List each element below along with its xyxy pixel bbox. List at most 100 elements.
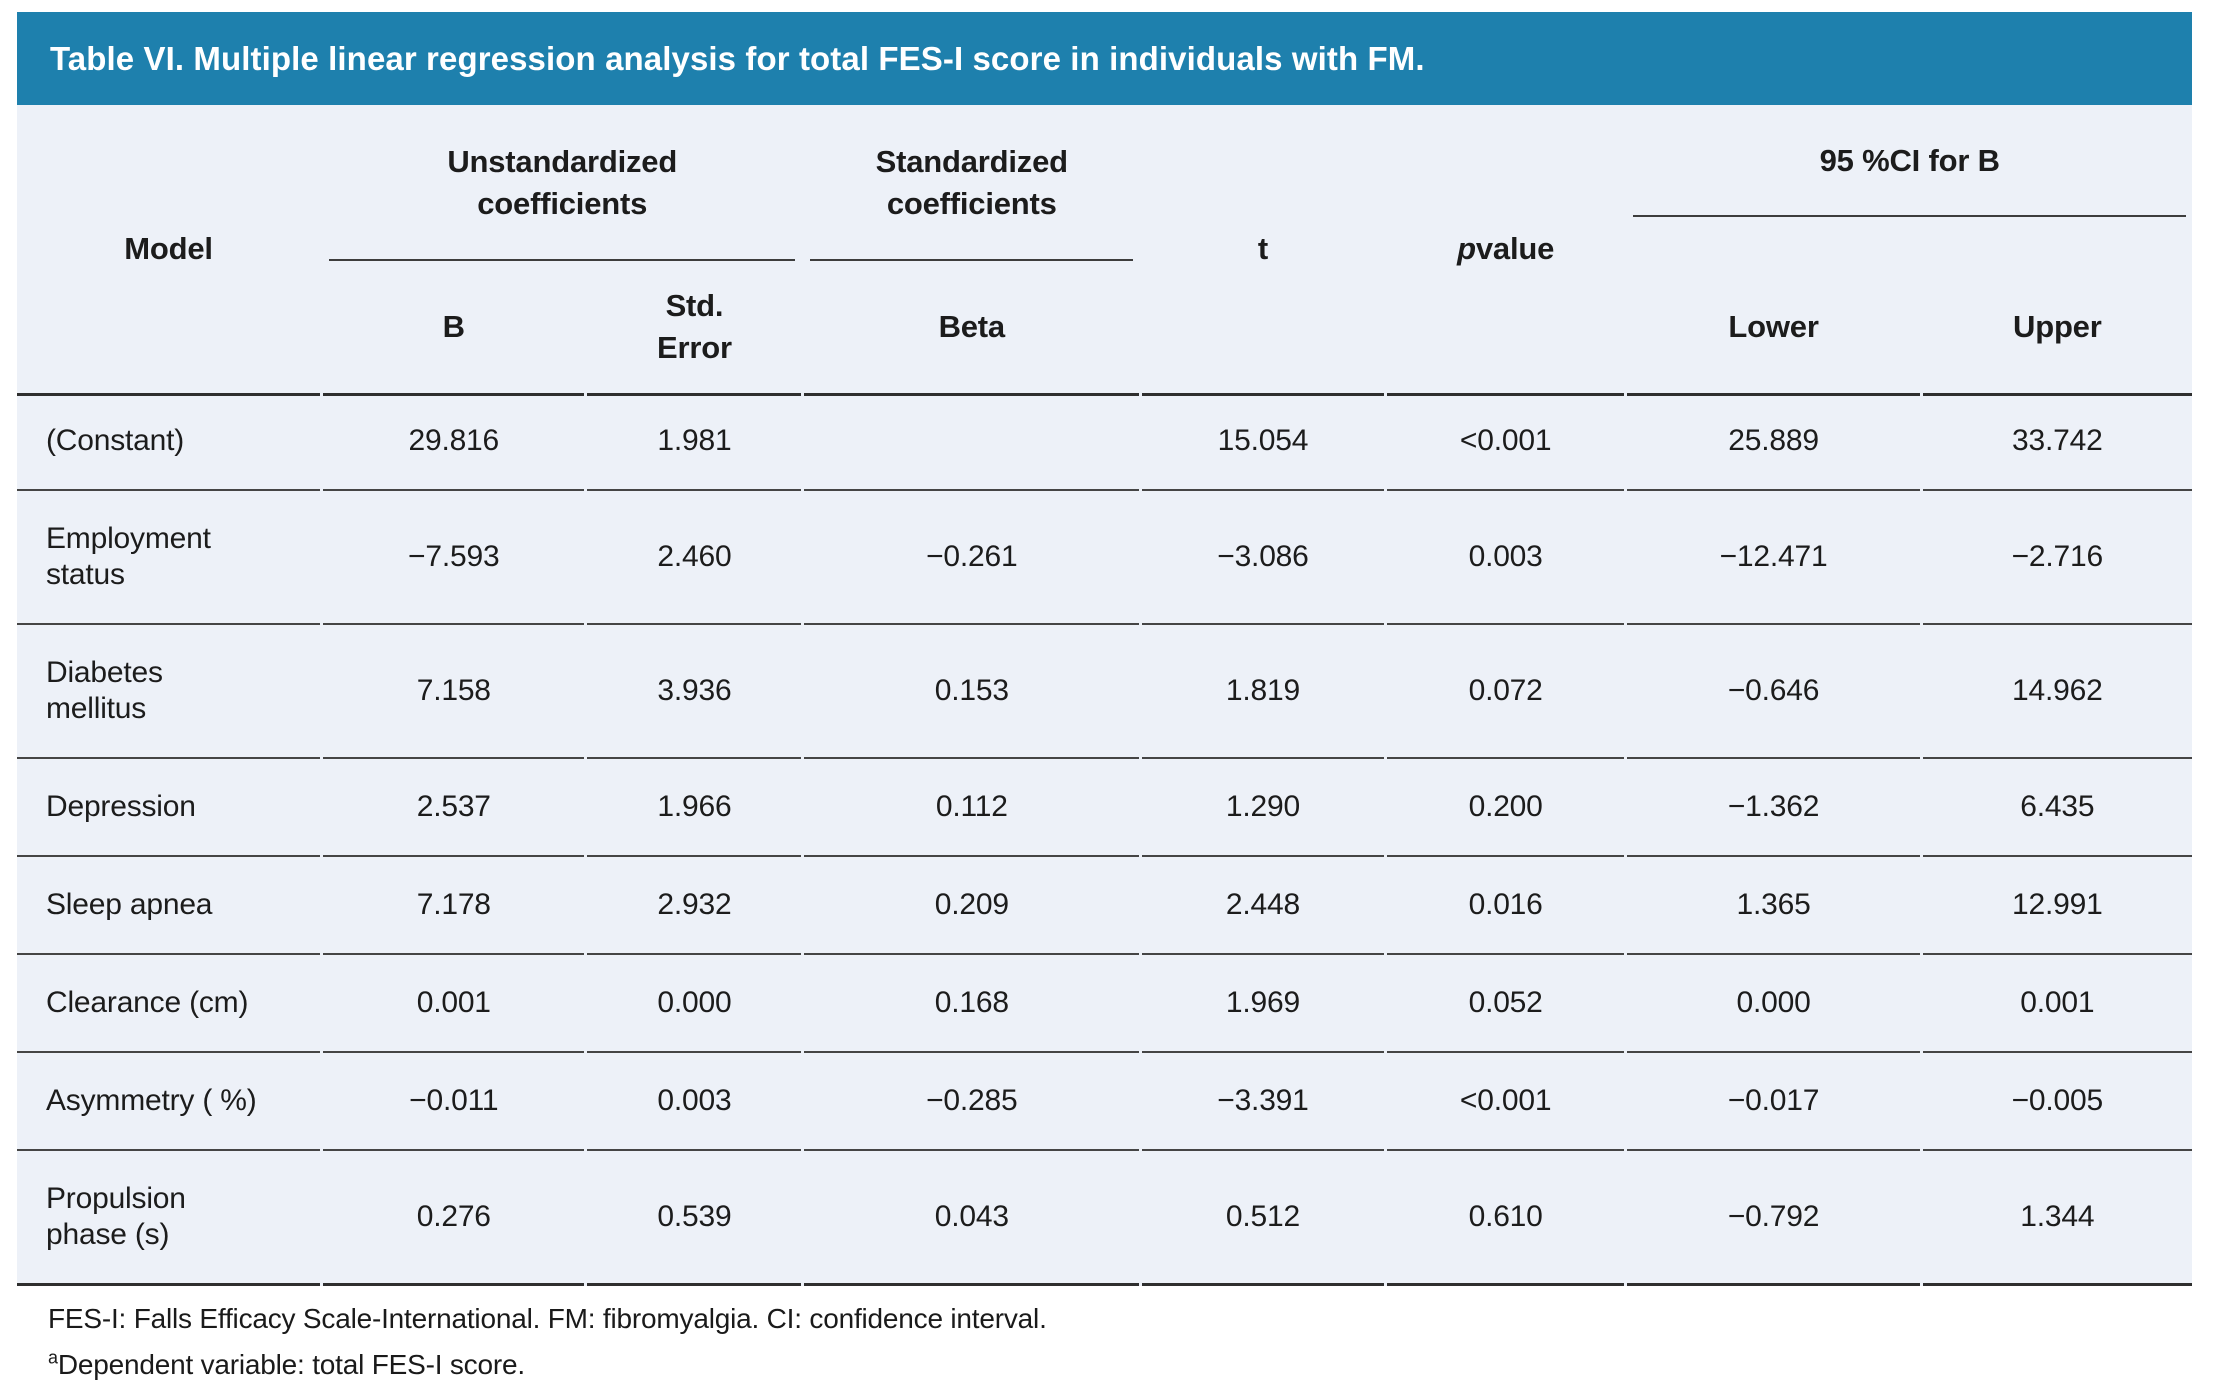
cell-lower: 1.365 xyxy=(1627,857,1920,955)
cell-lower: −0.017 xyxy=(1627,1053,1920,1151)
cell-t: 15.054 xyxy=(1142,393,1384,491)
subheader-upper: Upper xyxy=(2013,309,2102,344)
cell-p-value: 0.610 xyxy=(1386,1151,1625,1286)
cell-std-error: 1.981 xyxy=(587,393,802,491)
table-row: (Constant) 29.816 1.981 15.054 <0.001 25… xyxy=(17,393,2192,491)
subheader-std-error: Std. Error xyxy=(657,288,732,365)
cell-beta: 0.043 xyxy=(804,1151,1140,1286)
footnote-dependent-variable: aDependent variable: total FES-I score. xyxy=(48,1342,1047,1388)
table-title-bar: Table VI. Multiple linear regression ana… xyxy=(17,12,2192,105)
header-95ci-for-b: 95 %CI for B xyxy=(1627,105,2192,217)
header-bottom-rule xyxy=(17,393,321,396)
table-row: Diabetes mellitus 7.158 3.936 0.153 1.81… xyxy=(17,625,2192,759)
cell-upper: 33.742 xyxy=(1922,393,2192,491)
cell-b: 7.178 xyxy=(323,857,585,955)
cell-p-value: <0.001 xyxy=(1386,393,1625,491)
cell-b: 2.537 xyxy=(323,759,585,857)
cell-beta: 0.153 xyxy=(804,625,1140,759)
header-p-value: p value xyxy=(1387,105,1625,393)
cell-std-error: 3.936 xyxy=(587,625,802,759)
cell-t: 1.819 xyxy=(1142,625,1384,759)
subheader-b: B xyxy=(442,309,465,344)
table-row: Employment status −7.593 2.460 −0.261 −3… xyxy=(17,491,2192,625)
cell-model: Employment status xyxy=(17,491,321,625)
cell-std-error: 2.460 xyxy=(587,491,802,625)
cell-p-value: 0.016 xyxy=(1386,857,1625,955)
cell-model: Asymmetry ( %) xyxy=(17,1053,321,1151)
header-bottom-rule xyxy=(1627,393,1920,396)
header-bottom-rule xyxy=(1386,393,1625,396)
cell-t: −3.391 xyxy=(1142,1053,1384,1151)
footnotes: FES-I: Falls Efficacy Scale-Internationa… xyxy=(48,1296,1047,1388)
cell-p-value: <0.001 xyxy=(1386,1053,1625,1151)
header-t: t xyxy=(1257,231,1269,266)
subheader-lower: Lower xyxy=(1728,309,1819,344)
header-bottom-rule xyxy=(1922,393,2192,396)
header-bottom-rule xyxy=(323,393,585,396)
subheader-beta: Beta xyxy=(938,309,1006,344)
cell-std-error: 0.003 xyxy=(587,1053,802,1151)
p-value-rest: value xyxy=(1475,231,1555,266)
cell-b: 0.001 xyxy=(323,955,585,1053)
cell-lower: −0.792 xyxy=(1627,1151,1920,1286)
header-model: Model xyxy=(124,231,213,266)
cell-model: Depression xyxy=(17,759,321,857)
cell-upper: −2.716 xyxy=(1922,491,2192,625)
cell-lower: −1.362 xyxy=(1627,759,1920,857)
cell-p-value: 0.072 xyxy=(1386,625,1625,759)
cell-upper: 1.344 xyxy=(1922,1151,2192,1286)
cell-std-error: 1.966 xyxy=(587,759,802,857)
cell-std-error: 0.539 xyxy=(587,1151,802,1286)
header-bottom-rule xyxy=(587,393,802,396)
cell-p-value: 0.003 xyxy=(1386,491,1625,625)
cell-t: 1.969 xyxy=(1142,955,1384,1053)
table-row: Sleep apnea 7.178 2.932 0.209 2.448 0.01… xyxy=(17,857,2192,955)
cell-t: −3.086 xyxy=(1142,491,1384,625)
cell-upper: 12.991 xyxy=(1922,857,2192,955)
footnote-superscript-a: a xyxy=(48,1347,58,1368)
regression-table: Table VI. Multiple linear regression ana… xyxy=(17,12,2192,1286)
header-bottom-rule xyxy=(1142,393,1384,396)
cell-model: Clearance (cm) xyxy=(17,955,321,1053)
table-body: (Constant) 29.816 1.981 15.054 <0.001 25… xyxy=(17,393,2192,1286)
cell-model: Propulsion phase (s) xyxy=(17,1151,321,1286)
footnote-abbreviations: FES-I: Falls Efficacy Scale-Internationa… xyxy=(48,1303,1047,1334)
header-bottom-rule xyxy=(804,393,1140,396)
table-title: Table VI. Multiple linear regression ana… xyxy=(50,39,1425,77)
table-row: Asymmetry ( %) −0.011 0.003 −0.285 −3.39… xyxy=(17,1053,2192,1151)
cell-p-value: 0.052 xyxy=(1386,955,1625,1053)
cell-model: Diabetes mellitus xyxy=(17,625,321,759)
cell-beta: 0.168 xyxy=(804,955,1140,1053)
cell-lower: 25.889 xyxy=(1627,393,1920,491)
cell-beta: −0.285 xyxy=(804,1053,1140,1151)
cell-upper: −0.005 xyxy=(1922,1053,2192,1151)
cell-lower: −12.471 xyxy=(1627,491,1920,625)
cell-b: 7.158 xyxy=(323,625,585,759)
cell-b: −7.593 xyxy=(323,491,585,625)
cell-upper: 14.962 xyxy=(1922,625,2192,759)
table-row: Propulsion phase (s) 0.276 0.539 0.043 0… xyxy=(17,1151,2192,1286)
cell-std-error: 2.932 xyxy=(587,857,802,955)
cell-t: 2.448 xyxy=(1142,857,1384,955)
cell-upper: 6.435 xyxy=(1922,759,2192,857)
cell-model: (Constant) xyxy=(17,393,321,491)
table-header: Model Unstandardized coefficients Standa… xyxy=(17,105,2192,396)
cell-b: 29.816 xyxy=(323,393,585,491)
table-row: Clearance (cm) 0.001 0.000 0.168 1.969 0… xyxy=(17,955,2192,1053)
header-unstandardized-coefficients: Unstandardized coefficients xyxy=(323,105,801,261)
footnote-dependent-variable-text: Dependent variable: total FES-I score. xyxy=(57,1349,525,1380)
header-standardized-coefficients: Standardized coefficients xyxy=(804,105,1139,261)
cell-lower: 0.000 xyxy=(1627,955,1920,1053)
cell-beta: 0.209 xyxy=(804,857,1140,955)
cell-upper: 0.001 xyxy=(1922,955,2192,1053)
cell-beta: 0.112 xyxy=(804,759,1140,857)
p-value-italic-p: p xyxy=(1457,231,1476,266)
cell-b: −0.011 xyxy=(323,1053,585,1151)
cell-lower: −0.646 xyxy=(1627,625,1920,759)
cell-model: Sleep apnea xyxy=(17,857,321,955)
cell-std-error: 0.000 xyxy=(587,955,802,1053)
cell-b: 0.276 xyxy=(323,1151,585,1286)
cell-beta xyxy=(804,393,1140,491)
cell-p-value: 0.200 xyxy=(1386,759,1625,857)
